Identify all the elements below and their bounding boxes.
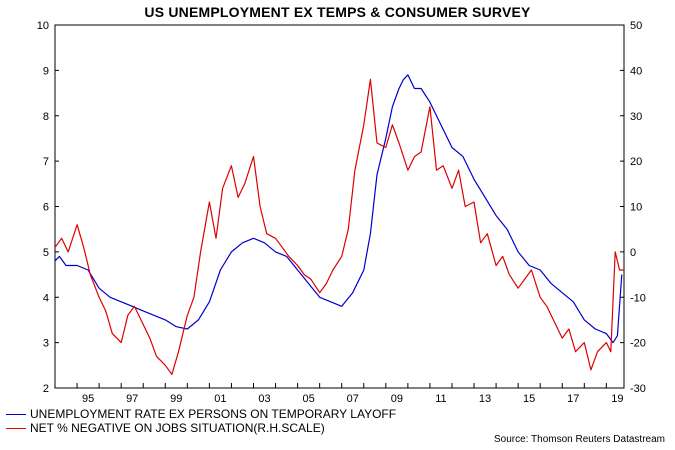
right-tick-label: 30 [630, 111, 642, 123]
left-tick-label: 9 [43, 65, 49, 77]
legend-label-jobs-situation: NET % NEGATIVE ON JOBS SITUATION(R.H.SCA… [30, 421, 325, 435]
x-tick-label: 01 [214, 393, 226, 405]
x-tick-label: 97 [126, 393, 138, 405]
x-tick-label: 17 [567, 393, 579, 405]
x-tick-label: 05 [302, 393, 314, 405]
right-tick-label: 20 [630, 156, 642, 168]
series-line-jobs-situation [54, 78, 624, 375]
x-axis: 95 97 99 01 03 05 07 09 11 13 15 17 19 [54, 383, 624, 405]
legend-item-jobs-situation: NET % NEGATIVE ON JOBS SITUATION(R.H.SCA… [6, 421, 396, 435]
left-tick-label: 2 [43, 383, 49, 395]
right-tick-label: 10 [630, 202, 642, 214]
right-tick-label: 40 [630, 65, 642, 77]
x-tick-label: 09 [391, 393, 403, 405]
x-tick-label: 19 [611, 393, 623, 405]
legend-swatch-blue [6, 413, 26, 415]
x-tick-label: 95 [82, 393, 94, 405]
x-tick-label: 13 [479, 393, 491, 405]
chart-title: US UNEMPLOYMENT EX TEMPS & CONSUMER SURV… [144, 4, 531, 20]
source-note: Source: Thomson Reuters Datastream [493, 434, 665, 445]
right-tick-label: 50 [630, 20, 642, 32]
left-tick-label: 6 [43, 202, 49, 214]
legend-item-unemployment: UNEMPLOYMENT RATE EX PERSONS ON TEMPORAR… [6, 407, 396, 421]
right-tick-label: 0 [630, 247, 636, 259]
legend-label-unemployment: UNEMPLOYMENT RATE EX PERSONS ON TEMPORAR… [30, 407, 397, 421]
right-tick-label: -30 [630, 383, 646, 395]
series-layer [54, 74, 624, 375]
x-tick-label: 07 [347, 393, 359, 405]
right-tick-label: -20 [630, 338, 646, 350]
x-tick-label: 11 [435, 393, 446, 405]
x-tick-label: 03 [258, 393, 270, 405]
legend: UNEMPLOYMENT RATE EX PERSONS ON TEMPORAR… [6, 407, 396, 435]
left-tick-label: 5 [43, 247, 49, 259]
left-tick-label: 10 [37, 20, 49, 32]
x-tick-label: 99 [170, 393, 182, 405]
left-tick-label: 4 [43, 292, 49, 304]
left-axis: 2 3 4 5 6 7 8 9 10 [37, 20, 59, 395]
left-tick-label: 8 [43, 111, 49, 123]
plot-frame [54, 24, 625, 389]
right-axis: -30 -20 -10 0 10 20 30 40 50 [620, 20, 646, 395]
x-tick-label: 15 [523, 393, 535, 405]
left-tick-label: 7 [43, 156, 49, 168]
series-line-unemployment [54, 74, 623, 344]
legend-swatch-red [6, 427, 26, 429]
left-tick-label: 3 [43, 338, 49, 350]
right-tick-label: -10 [630, 292, 646, 304]
